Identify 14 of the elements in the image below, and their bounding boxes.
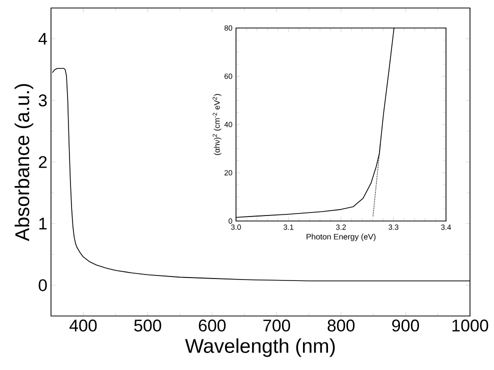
x-tick-label: 500	[134, 320, 162, 332]
y-tick-label: 0	[38, 279, 47, 292]
y-tick-label: 3	[38, 94, 47, 106]
x-tick-label: 800	[328, 320, 355, 332]
x-tick-label: 600	[198, 320, 226, 332]
x-tick-label: 900	[392, 320, 420, 332]
y-tick-label: 1	[39, 218, 47, 230]
x-axis-title: Wavelength (nm)	[185, 338, 335, 357]
y-tick-label: 2	[38, 156, 47, 168]
y-tick-label: 4	[38, 32, 47, 45]
x-tick-label: 1000	[452, 320, 488, 332]
x-tick-label: 700	[263, 320, 290, 332]
y-axis-title: Absorbance (a.u.)	[14, 84, 34, 242]
x-tick-label: 400	[69, 320, 97, 332]
